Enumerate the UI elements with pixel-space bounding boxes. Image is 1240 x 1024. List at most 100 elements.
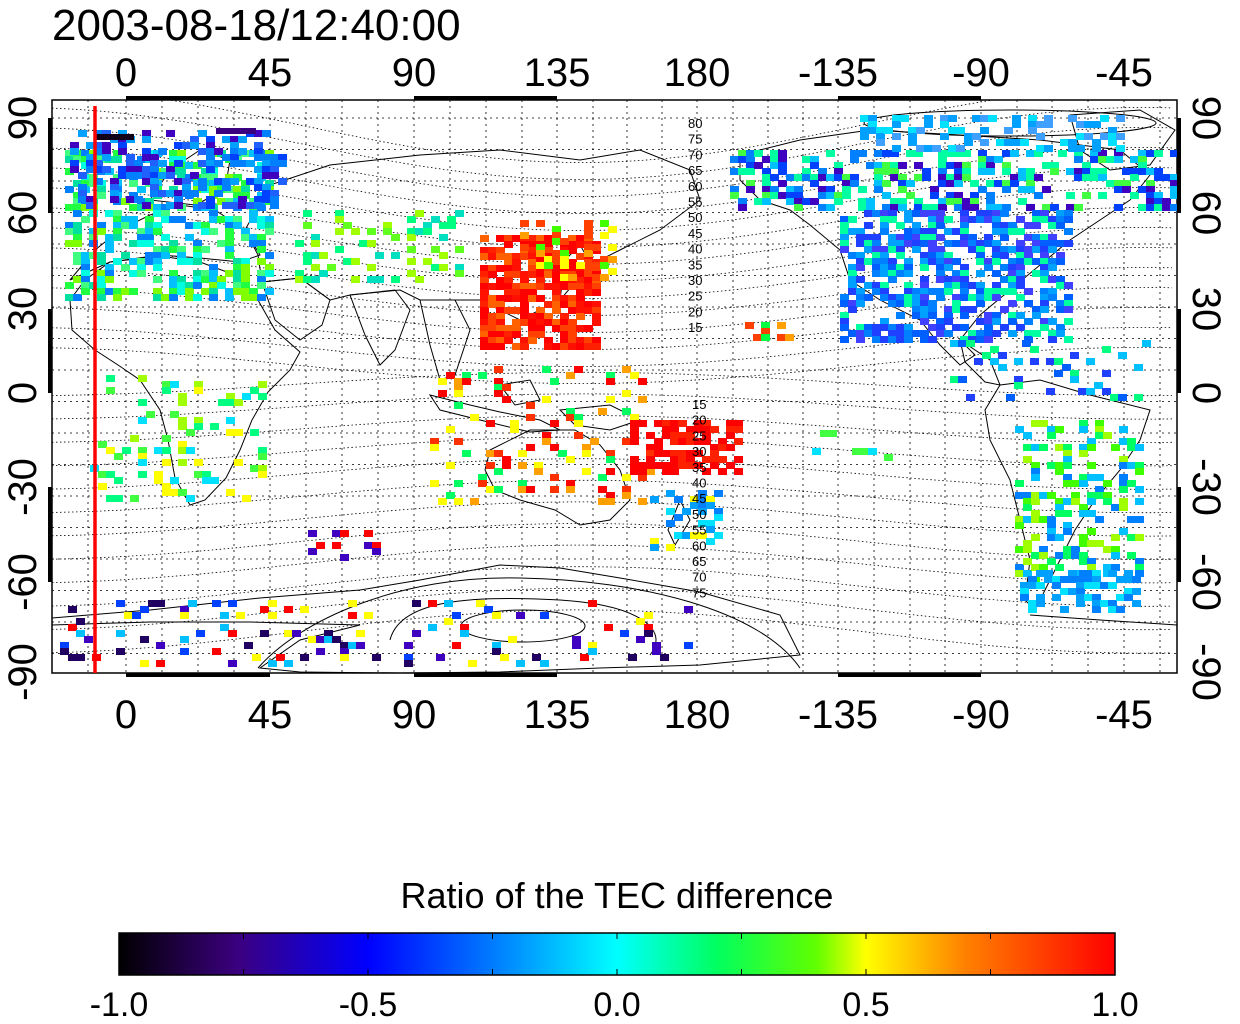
- tec-cell: [257, 234, 266, 241]
- tec-cell: [920, 282, 929, 289]
- tec-cell: [938, 162, 947, 169]
- tec-cell: [962, 174, 971, 181]
- tec-cell: [888, 216, 897, 223]
- tec-cell: [1064, 300, 1073, 307]
- tec-cell: [842, 180, 851, 187]
- tec-cell: [904, 216, 913, 223]
- tec-cell: [257, 174, 266, 181]
- tec-cell: [1090, 168, 1099, 175]
- tec-cell: [1082, 168, 1091, 175]
- tec-cell: [241, 282, 250, 289]
- tec-cell: [153, 228, 162, 235]
- tec-cell: [201, 276, 210, 283]
- tec-cell: [1095, 486, 1104, 493]
- tec-cell: [544, 247, 553, 254]
- tec-cell: [142, 166, 151, 173]
- tec-cell: [496, 313, 505, 320]
- tec-cell: [1074, 204, 1083, 211]
- tec-cell: [1048, 246, 1057, 253]
- tec-cell: [105, 234, 114, 241]
- tec-cell: [1127, 552, 1136, 559]
- tec-cell: [134, 196, 143, 203]
- tec-cell: [496, 235, 505, 242]
- tec-cell: [178, 423, 187, 430]
- tec-cell: [1026, 186, 1035, 193]
- tec-cell: [904, 282, 913, 289]
- tec-cell: [351, 258, 360, 265]
- tec-cell: [70, 142, 79, 149]
- tec-cell: [480, 235, 489, 242]
- tec-cell: [520, 244, 529, 251]
- tec-cell: [950, 340, 959, 347]
- tec-cell: [257, 276, 266, 283]
- latitude-tick-left: -90: [1, 643, 45, 701]
- tec-cell: [770, 186, 779, 193]
- tec-cell: [888, 336, 897, 343]
- tec-cell: [646, 462, 655, 469]
- tec-cell: [654, 462, 663, 469]
- tec-cell: [1056, 282, 1065, 289]
- contour-label-north: 45: [688, 226, 702, 241]
- tec-cell: [1079, 540, 1088, 547]
- tec-cell: [209, 192, 218, 199]
- tec-cell: [209, 288, 218, 295]
- tec-cell: [178, 441, 187, 448]
- tec-cell: [882, 192, 891, 199]
- tec-cell: [351, 228, 360, 235]
- tec-cell: [534, 462, 543, 469]
- tec-cell: [882, 150, 891, 157]
- tec-cell: [762, 180, 771, 187]
- tec-cell: [840, 294, 849, 301]
- tec-cell: [890, 198, 899, 205]
- tec-cell: [630, 432, 639, 439]
- tec-cell: [407, 228, 416, 235]
- tec-cell: [944, 252, 953, 259]
- tec-cell: [504, 277, 513, 284]
- tec-cell: [480, 265, 489, 272]
- tec-cell: [1111, 504, 1120, 511]
- tec-cell: [1000, 288, 1009, 295]
- tec-cell: [1108, 139, 1117, 146]
- tec-cell: [976, 318, 985, 325]
- tec-cell: [568, 259, 577, 266]
- tec-cell: [233, 270, 242, 277]
- tec-cell: [1030, 358, 1039, 365]
- tec-cell: [818, 192, 827, 199]
- tec-cell: [912, 294, 921, 301]
- tec-cell: [254, 166, 263, 173]
- tec-cell: [1028, 576, 1037, 583]
- tec-cell: [908, 139, 917, 146]
- tec-cell: [126, 172, 135, 179]
- tec-cell: [454, 498, 463, 505]
- tec-cell: [169, 156, 178, 163]
- tec-cell: [484, 606, 493, 613]
- tec-cell: [1031, 510, 1040, 517]
- tec-cell: [241, 180, 250, 187]
- tec-cell: [1076, 121, 1085, 128]
- tec-cell: [576, 325, 585, 332]
- tec-cell: [984, 264, 993, 271]
- tec-cell: [520, 289, 529, 296]
- tec-cell: [158, 172, 167, 179]
- tec-cell: [568, 319, 577, 326]
- tec-cell: [439, 252, 448, 259]
- tec-cell: [940, 121, 949, 128]
- tec-cell: [920, 264, 929, 271]
- tec-cell: [856, 264, 865, 271]
- tec-cell: [1135, 570, 1144, 577]
- tec-cell: [628, 654, 637, 661]
- tec-cell: [295, 276, 304, 283]
- tec-cell: [1034, 174, 1043, 181]
- tec-cell: [848, 300, 857, 307]
- tec-cell: [864, 324, 873, 331]
- tec-cell: [920, 276, 929, 283]
- tec-cell: [962, 162, 971, 169]
- tec-cell: [1048, 276, 1057, 283]
- tec-cell: [1031, 474, 1040, 481]
- tec-cell: [544, 319, 553, 326]
- tec-cell: [526, 414, 535, 421]
- tec-cell: [1162, 204, 1171, 211]
- contour-line: [52, 544, 1173, 584]
- tec-cell: [198, 178, 207, 185]
- tec-cell: [1064, 216, 1073, 223]
